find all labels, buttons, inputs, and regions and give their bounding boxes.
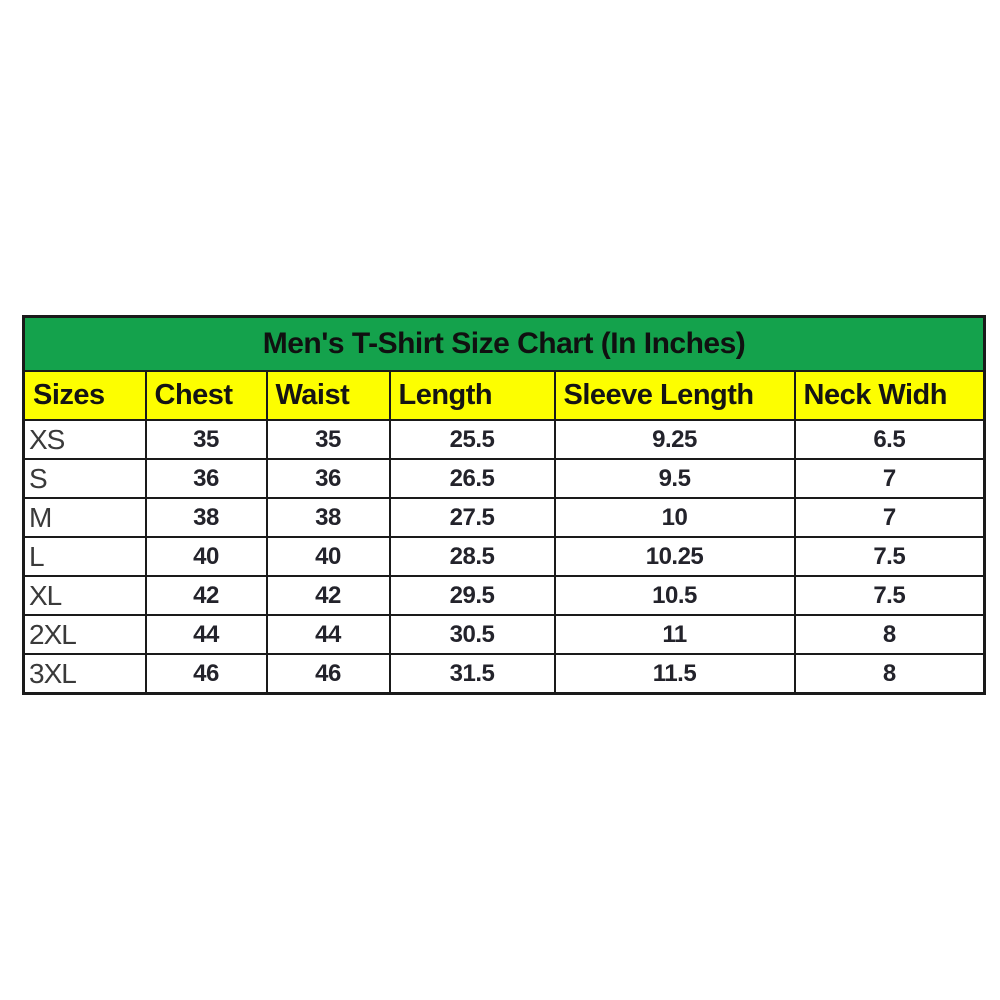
- size-label: M: [22, 497, 147, 538]
- neck-width-value: 7: [793, 458, 986, 499]
- table-row: XS 35 35 25.5 9.25 6.5: [22, 419, 986, 460]
- size-label: 3XL: [22, 653, 147, 695]
- table-title: Men's T-Shirt Size Chart (In Inches): [22, 315, 986, 372]
- column-header-waist: Waist: [265, 370, 391, 421]
- column-header-sizes: Sizes: [22, 370, 147, 421]
- sleeve-length-value: 10.25: [553, 536, 796, 577]
- chest-value: 46: [144, 653, 268, 695]
- header-row: Sizes Chest Waist Length Sleeve Length N…: [22, 370, 986, 421]
- table-row: L 40 40 28.5 10.25 7.5: [22, 536, 986, 577]
- sleeve-length-value: 10: [553, 497, 796, 538]
- length-value: 27.5: [388, 497, 556, 538]
- column-header-chest: Chest: [144, 370, 268, 421]
- sleeve-length-value: 9.5: [553, 458, 796, 499]
- table-row: 3XL 46 46 31.5 11.5 8: [22, 653, 986, 695]
- title-row: Men's T-Shirt Size Chart (In Inches): [22, 315, 986, 372]
- chest-value: 36: [144, 458, 268, 499]
- chest-value: 38: [144, 497, 268, 538]
- waist-value: 42: [265, 575, 391, 616]
- length-value: 25.5: [388, 419, 556, 460]
- waist-value: 40: [265, 536, 391, 577]
- sleeve-length-value: 11.5: [553, 653, 796, 695]
- column-header-neck-width: Neck Widh: [793, 370, 986, 421]
- table-row: S 36 36 26.5 9.5 7: [22, 458, 986, 499]
- sleeve-length-value: 11: [553, 614, 796, 655]
- waist-value: 36: [265, 458, 391, 499]
- size-chart-table: Men's T-Shirt Size Chart (In Inches) Siz…: [22, 315, 987, 695]
- neck-width-value: 6.5: [793, 419, 986, 460]
- chest-value: 42: [144, 575, 268, 616]
- length-value: 31.5: [388, 653, 556, 695]
- length-value: 30.5: [388, 614, 556, 655]
- neck-width-value: 8: [793, 653, 986, 695]
- neck-width-value: 7.5: [793, 536, 986, 577]
- sleeve-length-value: 9.25: [553, 419, 796, 460]
- waist-value: 38: [265, 497, 391, 538]
- waist-value: 35: [265, 419, 391, 460]
- chest-value: 35: [144, 419, 268, 460]
- size-label: XL: [22, 575, 147, 616]
- table-row: M 38 38 27.5 10 7: [22, 497, 986, 538]
- size-label: XS: [22, 419, 147, 460]
- table-row: XL 42 42 29.5 10.5 7.5: [22, 575, 986, 616]
- size-label: 2XL: [22, 614, 147, 655]
- neck-width-value: 7.5: [793, 575, 986, 616]
- chest-value: 40: [144, 536, 268, 577]
- sleeve-length-value: 10.5: [553, 575, 796, 616]
- chest-value: 44: [144, 614, 268, 655]
- neck-width-value: 8: [793, 614, 986, 655]
- waist-value: 46: [265, 653, 391, 695]
- length-value: 28.5: [388, 536, 556, 577]
- size-label: S: [22, 458, 147, 499]
- column-header-sleeve-length: Sleeve Length: [553, 370, 796, 421]
- neck-width-value: 7: [793, 497, 986, 538]
- waist-value: 44: [265, 614, 391, 655]
- size-label: L: [22, 536, 147, 577]
- table-row: 2XL 44 44 30.5 11 8: [22, 614, 986, 655]
- column-header-length: Length: [388, 370, 556, 421]
- length-value: 29.5: [388, 575, 556, 616]
- length-value: 26.5: [388, 458, 556, 499]
